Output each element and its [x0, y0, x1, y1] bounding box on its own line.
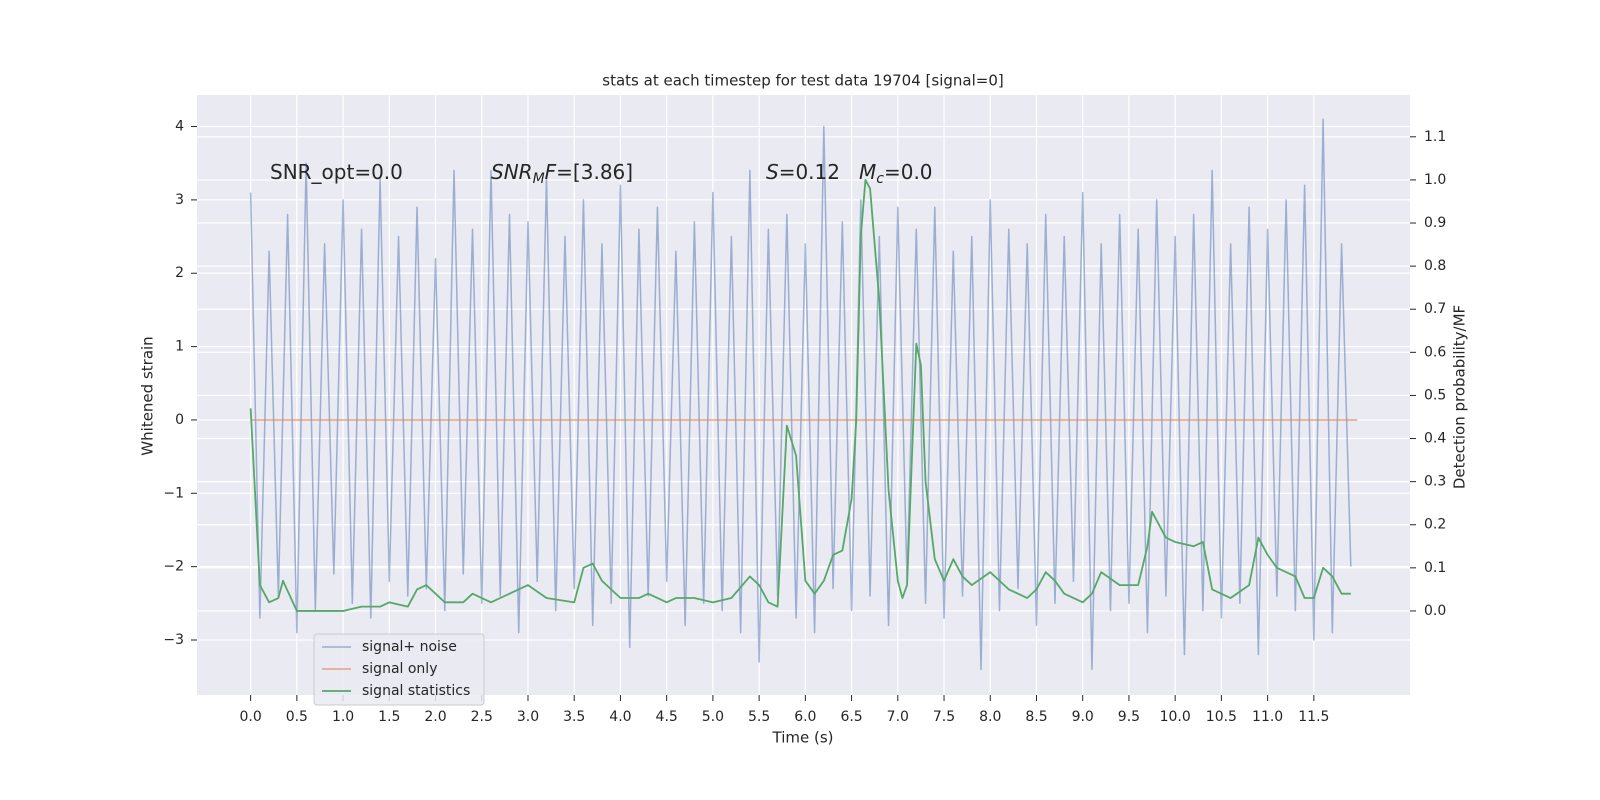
x-tick-label: 10.0	[1160, 709, 1191, 725]
series-line	[249, 118, 1352, 671]
x-axis-label: Time (s)	[772, 729, 834, 747]
x-tick-label: 8.0	[979, 709, 1001, 725]
x-tick-label: 3.0	[517, 709, 539, 725]
y-tick-label: 4	[175, 119, 184, 135]
annotation: SNRMF=[3.86]	[491, 160, 633, 188]
annotation: Mc=0.0	[859, 160, 933, 188]
x-tick-label: 3.5	[563, 709, 585, 725]
y-tick-label: 0	[175, 412, 184, 428]
annotation-part: SNR	[491, 160, 533, 184]
y2-tick-label: 0.8	[1424, 258, 1446, 274]
annotation-part: F	[545, 160, 557, 184]
x-tick-label: 1.5	[378, 709, 400, 725]
x-tick-label: 2.5	[471, 709, 493, 725]
x-tick-label: 9.5	[1118, 709, 1140, 725]
legend-label: signal+ noise	[362, 639, 457, 655]
annotation-part: =[3.86]	[556, 160, 633, 184]
y2-tick-label: 0.1	[1424, 560, 1446, 576]
x-tick-label: 6.0	[794, 709, 816, 725]
x-tick-label: 0.0	[239, 709, 261, 725]
x-tick-label: 10.5	[1206, 709, 1237, 725]
y-tick-label: 2	[175, 265, 184, 281]
legend-box	[313, 633, 485, 706]
x-tick-label: 9.0	[1072, 709, 1094, 725]
annotation-part: M	[859, 160, 876, 184]
x-tick-label: 7.0	[887, 709, 909, 725]
chart-title: stats at each timestep for test data 197…	[602, 72, 1003, 90]
x-tick-label: 11.5	[1298, 709, 1329, 725]
y-tick-label: −1	[163, 485, 184, 501]
annotation-part: SNR_opt=0.0	[270, 160, 403, 184]
annotation: S=0.12	[766, 160, 840, 184]
x-tick-label: 7.5	[933, 709, 955, 725]
annotation-part: =0.0	[884, 160, 933, 184]
series-line	[249, 179, 1351, 612]
y2-tick-label: 0.4	[1424, 431, 1446, 447]
x-tick-label: 5.5	[748, 709, 770, 725]
annotation-part: =0.12	[779, 160, 840, 184]
x-tick-label: 8.5	[1025, 709, 1047, 725]
y-tick-label: 3	[175, 192, 184, 208]
annotation-part: M	[533, 171, 545, 187]
y2-tick-label: 0.9	[1424, 215, 1446, 231]
y2-tick-label: 0.3	[1424, 474, 1446, 490]
y2-tick-label: 0.2	[1424, 517, 1446, 533]
y-axis-label: Whitened strain	[139, 336, 157, 455]
annotation-part: S	[766, 160, 779, 184]
legend-label: signal statistics	[362, 683, 470, 699]
y2-tick-label: 1.1	[1424, 129, 1446, 145]
y-tick-label: −2	[163, 559, 184, 575]
marks	[249, 118, 1358, 671]
x-tick-label: 4.5	[656, 709, 678, 725]
x-tick-label: 11.0	[1252, 709, 1283, 725]
x-tick-label: 0.5	[286, 709, 308, 725]
x-tick-label: 6.5	[840, 709, 862, 725]
y2-tick-label: 0.5	[1424, 387, 1446, 403]
overlay: SNR_opt=0.0 SNRMF=[3.86] S=0.12 Mc=0.0signa…	[270, 160, 933, 706]
annotation: SNR_opt=0.0	[270, 160, 403, 184]
legend-label: signal only	[362, 661, 437, 677]
y2-tick-label: 0.6	[1424, 344, 1446, 360]
y2-tick-label: 0.0	[1424, 603, 1446, 619]
x-tick-label: 1.0	[332, 709, 354, 725]
y2-axis-label: Detection probability/MF	[1451, 305, 1469, 489]
grid: 0.0 0.5 1.0 1.5 2.0 2.5 3.0 3.5 4.0 4.5 5.0 5.5 6.0 6…	[163, 95, 1446, 725]
y-tick-label: 1	[175, 339, 184, 355]
x-tick-label: 5.0	[702, 709, 724, 725]
y2-tick-label: 0.7	[1424, 301, 1446, 317]
x-tick-label: 2.0	[424, 709, 446, 725]
annotation-part: c	[876, 171, 884, 187]
y-tick-label: −3	[163, 632, 184, 648]
x-tick-label: 4.0	[609, 709, 631, 725]
y2-tick-label: 1.0	[1424, 172, 1446, 188]
